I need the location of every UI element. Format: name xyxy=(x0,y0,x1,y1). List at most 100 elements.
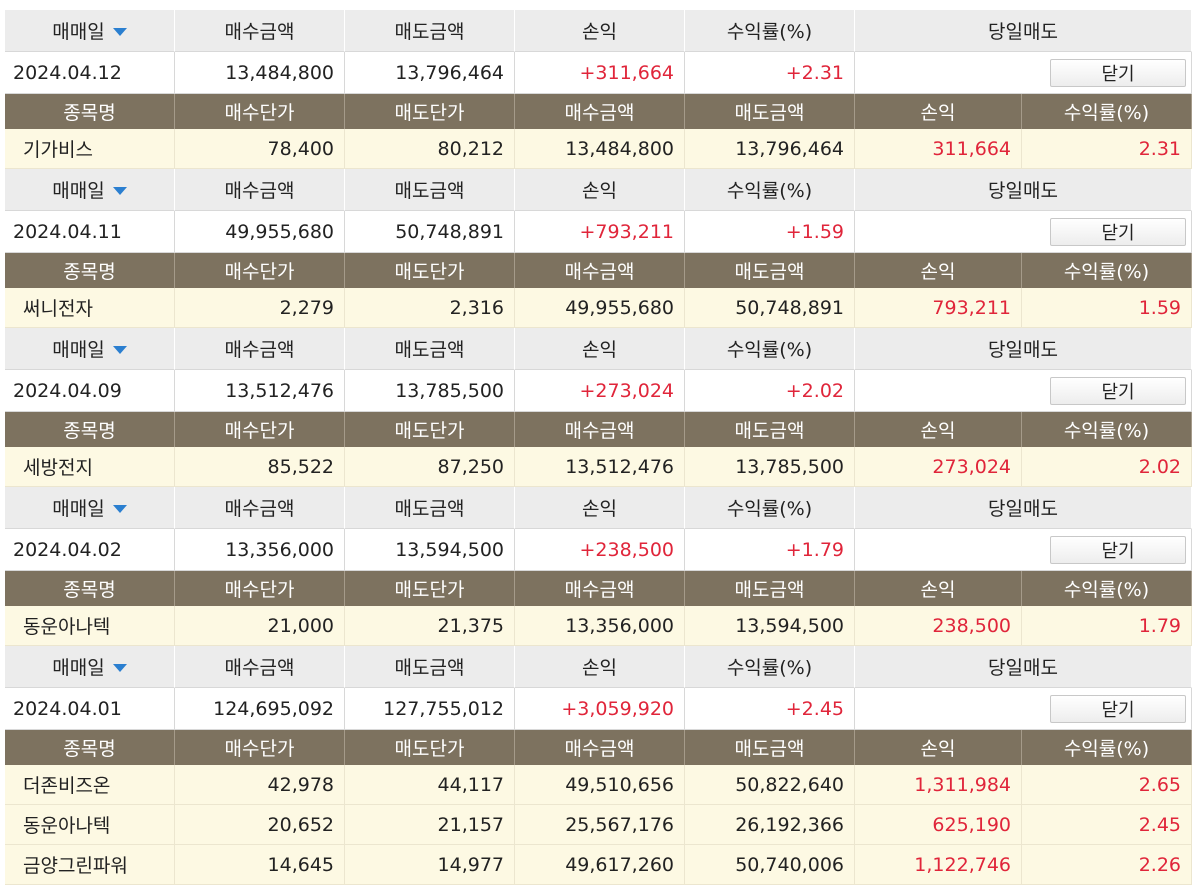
detail-pnl-header: 손익 xyxy=(855,412,1022,447)
name-header: 종목명 xyxy=(5,571,175,606)
sell-price: 21,157 xyxy=(345,805,515,845)
sell-amount: 50,822,640 xyxy=(685,765,855,805)
buy-amount-header: 매수금액 xyxy=(175,169,345,211)
pnl: 273,024 xyxy=(855,447,1022,487)
pnl: 793,211 xyxy=(855,288,1022,328)
total-rate: +1.79 xyxy=(685,529,855,571)
sort-down-icon[interactable] xyxy=(112,187,127,195)
buy-amount: 13,512,476 xyxy=(515,447,685,487)
sell-amount: 50,748,891 xyxy=(685,288,855,328)
buy-price: 14,645 xyxy=(175,845,345,885)
name-header: 종목명 xyxy=(5,412,175,447)
stock-name: 동운아나텍 xyxy=(5,606,175,646)
name-header: 종목명 xyxy=(5,730,175,765)
table-row[interactable]: 써니전자 2,279 2,316 49,955,680 50,748,891 7… xyxy=(5,288,1192,328)
detail-sell-amount-header: 매도금액 xyxy=(685,571,855,606)
stock-name: 기가비스 xyxy=(5,129,175,169)
table-row[interactable]: 기가비스 78,400 80,212 13,484,800 13,796,464… xyxy=(5,129,1192,169)
sort-down-icon[interactable] xyxy=(112,505,127,513)
detail-rate-header: 수익률(%) xyxy=(1022,412,1192,447)
summary-row[interactable]: 2024.04.12 13,484,800 13,796,464 +311,66… xyxy=(5,52,1192,94)
rate-header: 수익률(%) xyxy=(685,328,855,370)
total-pnl: +3,059,920 xyxy=(515,688,685,730)
total-pnl: +273,024 xyxy=(515,370,685,412)
rate: 1.79 xyxy=(1022,606,1192,646)
table-row[interactable]: 동운아나텍 20,652 21,157 25,567,176 26,192,36… xyxy=(5,805,1192,845)
table-row[interactable]: 금양그린파워 14,645 14,977 49,617,260 50,740,0… xyxy=(5,845,1192,885)
sort-date-header[interactable]: 매매일 xyxy=(5,646,175,688)
summary-row[interactable]: 2024.04.09 13,512,476 13,785,500 +273,02… xyxy=(5,370,1192,412)
trade-date: 2024.04.01 xyxy=(5,688,175,730)
rate: 1.59 xyxy=(1022,288,1192,328)
trade-history-table: 매매일 매수금액 매도금액 손익 수익률(%) 당일매도 2024.04.12 … xyxy=(5,10,1192,885)
sell-price: 21,375 xyxy=(345,606,515,646)
sell-price: 44,117 xyxy=(345,765,515,805)
sort-down-icon[interactable] xyxy=(112,664,127,672)
date-header-label: 매매일 xyxy=(52,180,105,202)
detail-buy-amount-header: 매수금액 xyxy=(515,730,685,765)
table-row[interactable]: 더존비즈온 42,978 44,117 49,510,656 50,822,64… xyxy=(5,765,1192,805)
stock-name: 써니전자 xyxy=(5,288,175,328)
close-button-cell: 닫기 xyxy=(855,211,1192,253)
close-button[interactable]: 닫기 xyxy=(1050,217,1186,246)
table-row[interactable]: 동운아나텍 21,000 21,375 13,356,000 13,594,50… xyxy=(5,606,1192,646)
buy-amount-header: 매수금액 xyxy=(175,646,345,688)
buy-amount: 25,567,176 xyxy=(515,805,685,845)
buy-price: 85,522 xyxy=(175,447,345,487)
buy-price-header: 매수단가 xyxy=(175,730,345,765)
close-button[interactable]: 닫기 xyxy=(1050,58,1186,87)
pnl-header: 손익 xyxy=(515,10,685,52)
detail-sell-amount-header: 매도금액 xyxy=(685,412,855,447)
pnl: 1,311,984 xyxy=(855,765,1022,805)
pnl: 238,500 xyxy=(855,606,1022,646)
same-day-sell-header: 당일매도 xyxy=(855,169,1192,211)
detail-sell-amount-header: 매도금액 xyxy=(685,730,855,765)
sort-date-header[interactable]: 매매일 xyxy=(5,487,175,529)
stock-name: 세방전지 xyxy=(5,447,175,487)
sort-down-icon[interactable] xyxy=(112,28,127,36)
pnl-header: 손익 xyxy=(515,169,685,211)
detail-header-row: 종목명 매수단가 매도단가 매수금액 매도금액 손익 수익률(%) xyxy=(5,253,1192,288)
sell-amount-header: 매도금액 xyxy=(345,328,515,370)
sell-price-header: 매도단가 xyxy=(345,412,515,447)
sort-date-header[interactable]: 매매일 xyxy=(5,328,175,370)
rate-header: 수익률(%) xyxy=(685,487,855,529)
sort-date-header[interactable]: 매매일 xyxy=(5,169,175,211)
sell-amount: 26,192,366 xyxy=(685,805,855,845)
close-button[interactable]: 닫기 xyxy=(1050,694,1186,723)
summary-row[interactable]: 2024.04.01 124,695,092 127,755,012 +3,05… xyxy=(5,688,1192,730)
table-row[interactable]: 세방전지 85,522 87,250 13,512,476 13,785,500… xyxy=(5,447,1192,487)
summary-header-row: 매매일 매수금액 매도금액 손익 수익률(%) 당일매도 xyxy=(5,169,1192,211)
total-sell-amount: 50,748,891 xyxy=(345,211,515,253)
close-button[interactable]: 닫기 xyxy=(1050,376,1186,405)
total-buy-amount: 13,512,476 xyxy=(175,370,345,412)
buy-price-header: 매수단가 xyxy=(175,253,345,288)
same-day-sell-header: 당일매도 xyxy=(855,487,1192,529)
summary-header-row: 매매일 매수금액 매도금액 손익 수익률(%) 당일매도 xyxy=(5,487,1192,529)
trade-date: 2024.04.09 xyxy=(5,370,175,412)
summary-row[interactable]: 2024.04.02 13,356,000 13,594,500 +238,50… xyxy=(5,529,1192,571)
pnl-header: 손익 xyxy=(515,646,685,688)
sell-price-header: 매도단가 xyxy=(345,730,515,765)
detail-rate-header: 수익률(%) xyxy=(1022,94,1192,129)
buy-price: 42,978 xyxy=(175,765,345,805)
close-button[interactable]: 닫기 xyxy=(1050,535,1186,564)
total-sell-amount: 13,785,500 xyxy=(345,370,515,412)
sell-amount-header: 매도금액 xyxy=(345,646,515,688)
pnl-header: 손익 xyxy=(515,487,685,529)
buy-price: 2,279 xyxy=(175,288,345,328)
detail-pnl-header: 손익 xyxy=(855,94,1022,129)
rate-header: 수익률(%) xyxy=(685,646,855,688)
total-rate: +1.59 xyxy=(685,211,855,253)
sort-down-icon[interactable] xyxy=(112,346,127,354)
total-rate: +2.02 xyxy=(685,370,855,412)
summary-header-row: 매매일 매수금액 매도금액 손익 수익률(%) 당일매도 xyxy=(5,328,1192,370)
buy-amount-header: 매수금액 xyxy=(175,487,345,529)
summary-row[interactable]: 2024.04.11 49,955,680 50,748,891 +793,21… xyxy=(5,211,1192,253)
rate: 2.45 xyxy=(1022,805,1192,845)
rate-header: 수익률(%) xyxy=(685,169,855,211)
buy-amount-header: 매수금액 xyxy=(175,328,345,370)
sort-date-header[interactable]: 매매일 xyxy=(5,10,175,52)
buy-price: 78,400 xyxy=(175,129,345,169)
sell-price: 80,212 xyxy=(345,129,515,169)
